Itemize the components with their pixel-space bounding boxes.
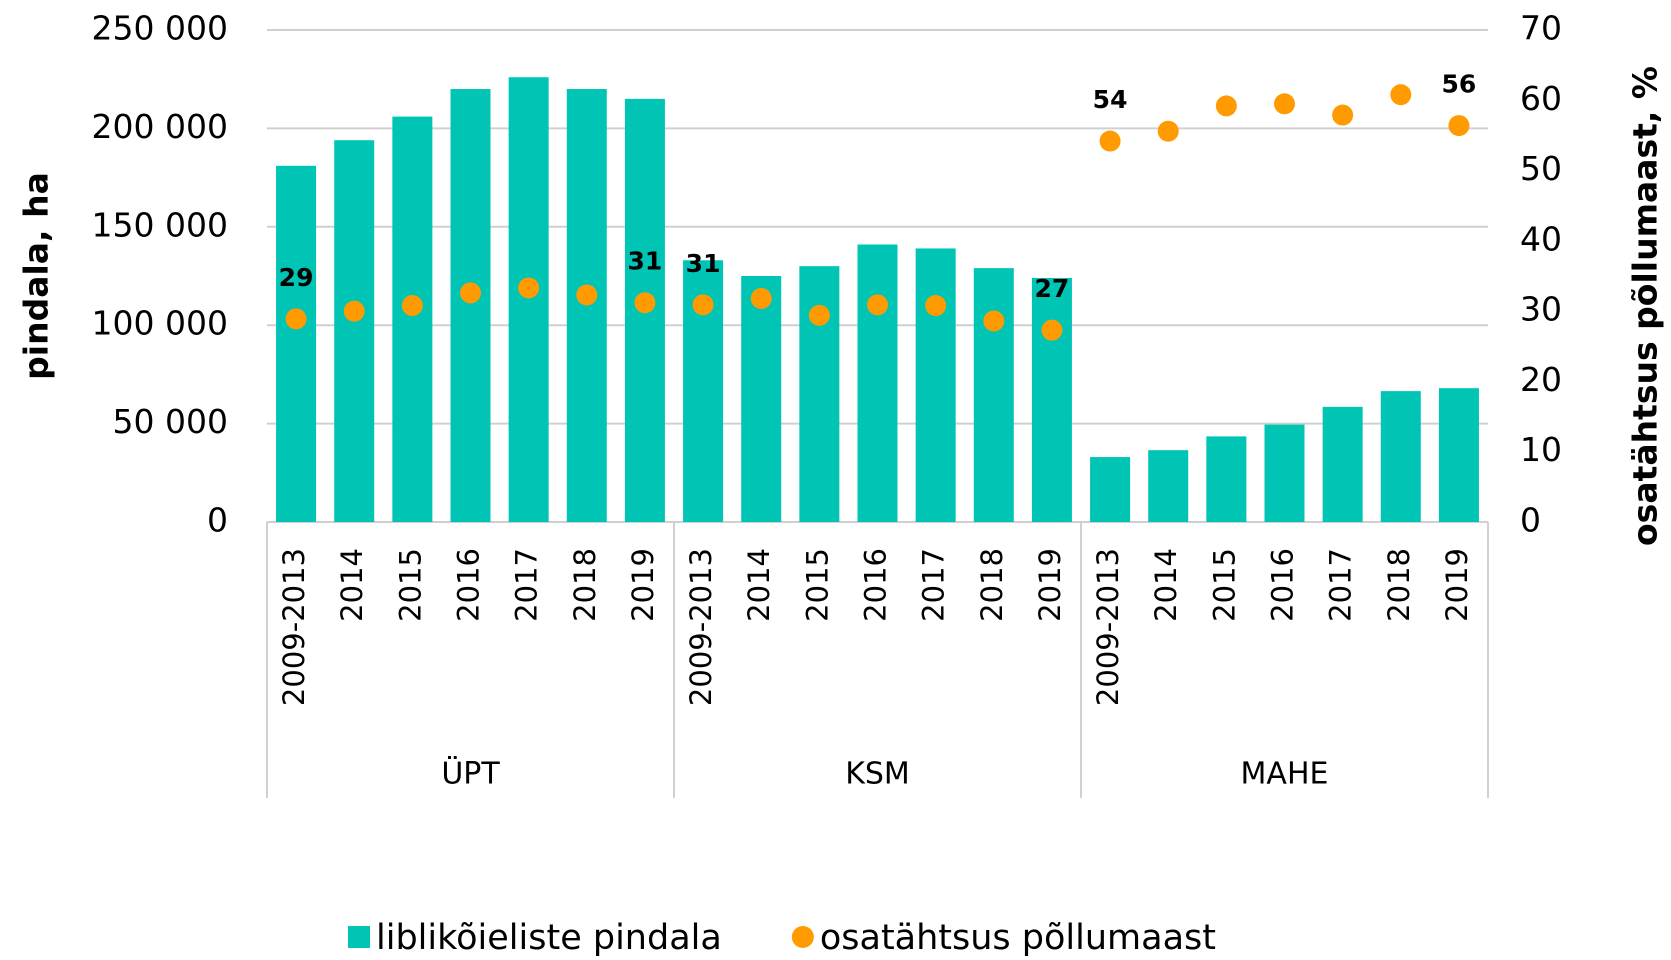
x-tick-label: 2019	[1033, 548, 1067, 622]
x-tick-label: 2014	[335, 548, 369, 622]
data-label: 31	[686, 249, 721, 278]
x-tick-label: 2015	[800, 548, 834, 622]
x-tick-label: 2015	[393, 548, 427, 622]
x-tick-label: 2009-2013	[277, 548, 311, 706]
data-label: 54	[1093, 85, 1128, 114]
y-tick-label: 50 000	[113, 402, 228, 441]
y-tick-label: 150 000	[92, 205, 228, 244]
dot	[401, 295, 423, 317]
bar	[1380, 391, 1421, 522]
y2-tick-label: 30	[1520, 290, 1562, 329]
dot	[285, 308, 307, 330]
bar	[973, 268, 1014, 522]
data-label: 29	[279, 263, 314, 292]
y2-tick-label: 60	[1520, 79, 1562, 118]
group-label: ÜPT	[441, 756, 500, 792]
y2-tick-label: 50	[1520, 149, 1562, 188]
dot	[750, 287, 772, 309]
legend-swatch	[791, 926, 814, 948]
dot	[518, 277, 540, 299]
group-label: MAHE	[1241, 757, 1329, 792]
x-tick-label: 2018	[975, 548, 1009, 622]
bar	[450, 89, 491, 522]
bar	[799, 266, 840, 522]
dot	[634, 292, 656, 314]
dot	[1332, 104, 1354, 126]
legend-label: liblikõieliste pindala	[376, 918, 722, 958]
x-tick-label: 2017	[510, 548, 544, 622]
dot	[1390, 84, 1412, 106]
y2-tick-label: 20	[1520, 360, 1562, 399]
x-tick-label: 2015	[1207, 548, 1241, 622]
dot	[983, 310, 1005, 332]
bar	[1206, 436, 1247, 522]
bar	[1264, 424, 1305, 522]
bar	[1322, 406, 1363, 522]
dot	[1099, 130, 1121, 152]
bar	[1031, 277, 1072, 522]
data-label: 27	[1035, 274, 1070, 303]
bar	[1438, 388, 1479, 522]
y-tick-label: 200 000	[92, 107, 228, 146]
bar	[1090, 457, 1131, 522]
y2-tick-label: 0	[1520, 501, 1541, 540]
y-tick-label: 0	[207, 501, 228, 540]
legend-label: osatähtsus põllumaast	[820, 918, 1216, 958]
x-tick-label: 2018	[1382, 548, 1416, 622]
dot	[925, 295, 947, 317]
bar	[334, 140, 375, 522]
x-tick-label: 2014	[1149, 548, 1183, 622]
dot	[343, 300, 365, 322]
y-tick-label: 100 000	[92, 304, 228, 343]
dot	[808, 304, 830, 326]
bar	[508, 77, 549, 523]
dot	[1041, 319, 1063, 341]
y2-tick-label: 10	[1520, 430, 1562, 469]
dot	[867, 294, 888, 316]
data-label: 56	[1442, 70, 1477, 99]
dot	[1274, 93, 1295, 115]
x-tick-label: 2017	[917, 548, 951, 622]
x-tick-label: 2016	[859, 548, 893, 622]
dot	[1448, 115, 1470, 137]
x-tick-label: 2009-2013	[684, 548, 718, 706]
bar	[276, 165, 317, 523]
dot	[1157, 120, 1179, 142]
dot	[576, 284, 598, 306]
bar	[741, 276, 782, 522]
dot	[692, 294, 714, 316]
x-tick-label: 2017	[1324, 548, 1358, 622]
y2-axis-title: osatähtsus põllumaast, %	[1626, 66, 1665, 546]
x-tick-label: 2009-2013	[1091, 548, 1125, 706]
x-tick-label: 2014	[742, 548, 776, 622]
y-axis-title: pindala, ha	[17, 172, 56, 380]
dot	[1215, 95, 1237, 117]
dot	[460, 282, 481, 304]
x-tick-label: 2016	[452, 548, 486, 622]
x-tick-label: 2016	[1266, 548, 1300, 622]
group-label: KSM	[845, 757, 910, 792]
x-tick-label: 2018	[568, 548, 602, 622]
x-tick-label: 2019	[626, 548, 660, 622]
bar	[566, 89, 607, 522]
bar	[392, 116, 433, 522]
y2-tick-label: 40	[1520, 219, 1562, 258]
bar	[1148, 450, 1189, 522]
y-tick-label: 250 000	[92, 9, 228, 48]
data-label: 31	[628, 247, 663, 276]
legend-swatch	[348, 926, 370, 948]
bar	[915, 248, 956, 522]
bar	[857, 244, 898, 522]
y2-tick-label: 70	[1520, 9, 1562, 48]
x-tick-label: 2019	[1440, 548, 1474, 622]
